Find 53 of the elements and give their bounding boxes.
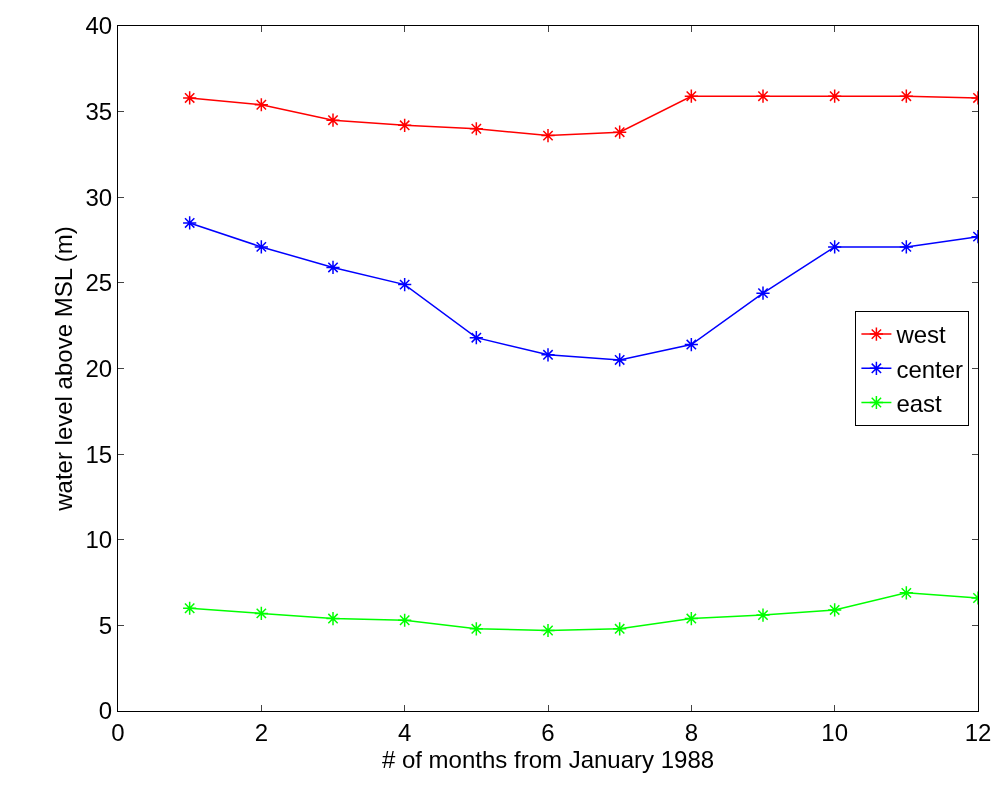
x-tick-label: 4: [397, 718, 412, 746]
legend-label: west: [895, 321, 947, 349]
point: [182, 215, 198, 231]
point: [612, 352, 628, 368]
point: [683, 88, 699, 104]
y-tick-label: 0: [98, 697, 113, 725]
point: [397, 612, 413, 628]
point: [755, 607, 771, 623]
x-tick-label: 2: [254, 718, 269, 746]
y-tick-label: 35: [85, 98, 113, 126]
y-tick-label: 25: [85, 269, 113, 297]
y-axis-title: water level above MSL (m): [49, 226, 77, 512]
point: [683, 611, 699, 626]
point: [182, 90, 198, 106]
point: [182, 600, 198, 616]
y-tick-label: 40: [85, 12, 113, 40]
point: [612, 124, 628, 140]
point: [253, 239, 269, 255]
point: [253, 97, 269, 113]
x-tick-label: 6: [541, 718, 555, 746]
y-tick-label: 20: [85, 354, 113, 382]
legend-label: east: [896, 389, 943, 417]
point: [898, 239, 914, 255]
point: [468, 621, 484, 637]
point: [468, 330, 484, 346]
point: [898, 585, 914, 601]
point: [253, 606, 269, 621]
point: [468, 121, 484, 137]
y-tick-label: 5: [98, 611, 113, 639]
point: [325, 260, 341, 275]
x-tick-label: 8: [684, 718, 699, 746]
point: [898, 88, 914, 104]
point: [540, 128, 556, 143]
x-axis-title: # of months from January 1988: [381, 745, 715, 773]
x-tick-label: 10: [821, 718, 849, 746]
y-tick-label: 30: [85, 183, 113, 211]
x-tick-label: 12: [964, 718, 992, 746]
point: [397, 117, 413, 133]
point: [827, 88, 843, 104]
point: [397, 277, 413, 292]
point: [325, 611, 341, 626]
point: [683, 337, 699, 352]
y-tick-label: 10: [85, 526, 113, 554]
point: [540, 623, 556, 638]
point: [827, 602, 843, 618]
point: [325, 112, 341, 128]
point: [612, 621, 628, 637]
legend-label: center: [896, 355, 964, 383]
point: [755, 88, 771, 104]
point: [827, 239, 843, 255]
point: [540, 347, 556, 363]
point: [755, 285, 771, 301]
y-tick-label: 15: [85, 440, 113, 468]
